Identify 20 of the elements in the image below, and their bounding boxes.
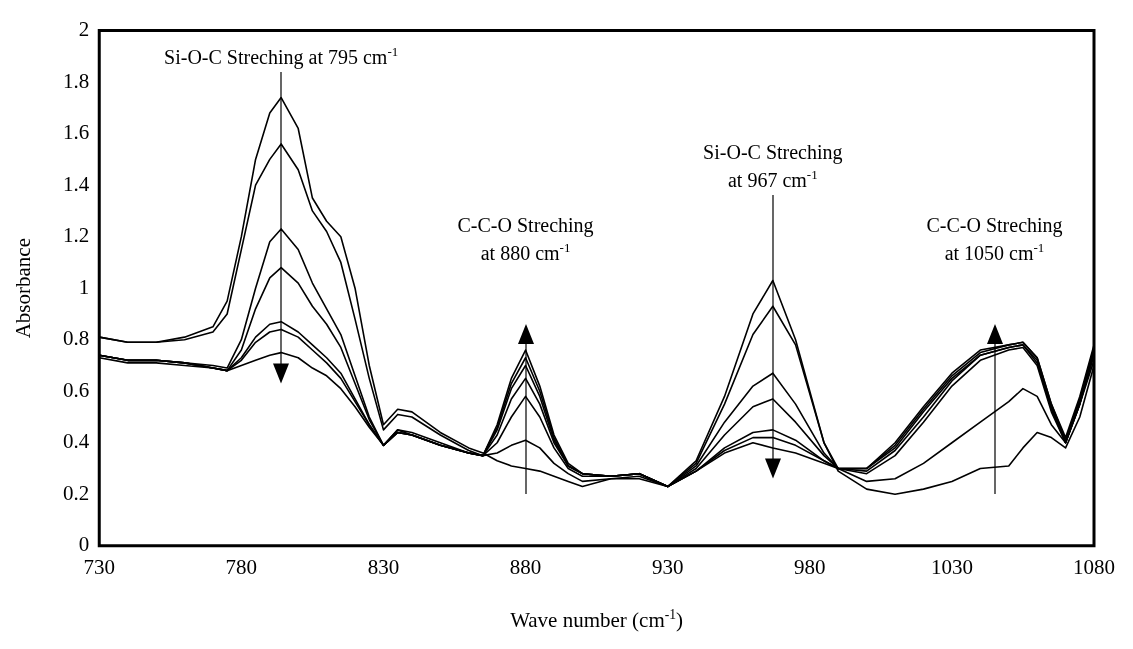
y-tick-label: 1.8 [63, 68, 90, 93]
x-tick-label: 830 [367, 554, 400, 579]
y-tick-label: 1.2 [63, 223, 90, 248]
x-tick-label: 780 [225, 554, 258, 579]
y-tick-label: 0.4 [63, 429, 90, 454]
y-tick-label: 1.4 [63, 171, 90, 196]
y-tick-label: 0.6 [63, 377, 90, 402]
y-tick-label: 0.8 [63, 326, 90, 351]
y-tick-label: 0 [78, 532, 90, 557]
x-tick-label: 1080 [1073, 554, 1115, 579]
x-tick-label: 1030 [930, 554, 973, 579]
x-tick-label: 930 [651, 554, 684, 579]
y-tick-label: 0.2 [63, 480, 90, 505]
x-tick-label: 980 [794, 554, 826, 579]
y-tick-label: 2 [78, 17, 90, 42]
y-tick-label: 1 [78, 274, 90, 299]
y-tick-label: 1.6 [63, 120, 90, 145]
x-tick-label: 730 [83, 554, 115, 579]
y-axis-title: Absorbance [11, 238, 35, 339]
x-tick-label: 880 [509, 554, 542, 579]
